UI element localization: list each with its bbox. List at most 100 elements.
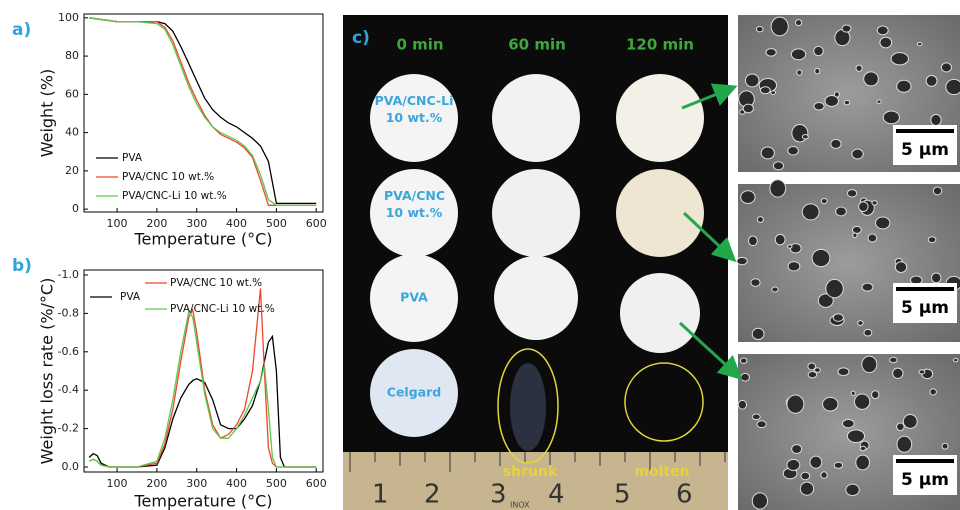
sample-label: PVA/CNC 10 wt.% (384, 188, 446, 220)
pore (790, 48, 807, 61)
pore (799, 481, 815, 496)
pore (841, 24, 852, 33)
pore (833, 461, 844, 469)
pore (902, 414, 918, 429)
ruler-number: 1 (372, 480, 389, 510)
x-tick-label: 200 (146, 477, 167, 490)
pore (787, 261, 801, 272)
sample-disc (370, 254, 458, 342)
sample-disc (616, 169, 704, 257)
pore (890, 52, 909, 66)
pore (801, 134, 809, 140)
sem-panel: 5 µm 5 µm 5 µm (736, 15, 960, 510)
pore (787, 146, 799, 156)
pore (953, 357, 959, 363)
pore (858, 201, 869, 212)
ruler-ticks (349, 452, 726, 472)
pore (879, 36, 893, 49)
pore (786, 458, 801, 471)
pore (791, 444, 803, 454)
legend-label: PVA/CNC 10 wt.% (122, 171, 214, 183)
sample-disc (370, 349, 458, 437)
y-tick-label: 0.0 (62, 460, 80, 473)
pore (835, 206, 847, 217)
y-tick-label: 60 (65, 87, 79, 100)
highlight-ellipse (497, 348, 559, 464)
sample-label-box: PVA/CNC-Li 10 wt.% (375, 93, 454, 125)
pore (930, 272, 942, 284)
pore (807, 370, 818, 379)
legend-label: PVA (120, 291, 141, 303)
x-tick-label: 200 (146, 217, 167, 230)
legend-label: PVA/CNC-Li 10 wt.% (170, 303, 275, 315)
pore (737, 399, 748, 410)
pore (751, 492, 768, 510)
pore (925, 75, 938, 87)
time-label: 0 min (396, 36, 443, 54)
panel-label: b) (12, 256, 32, 276)
pore (740, 190, 756, 204)
x-tick-label: 300 (186, 477, 207, 490)
pore (796, 69, 803, 76)
y-tick-label: 20 (65, 164, 79, 177)
ruler-number: 3 (490, 480, 507, 510)
scale-bar: 5 µm (893, 125, 957, 165)
pore (751, 327, 765, 341)
x-tick-label: 100 (107, 477, 128, 490)
y-axis-title: Weight (%) (38, 69, 57, 158)
y-tick-label: -0.8 (58, 306, 79, 319)
scale-bar: 5 µm (893, 283, 957, 323)
x-tick-label: 500 (266, 217, 287, 230)
y-axis-title: Weight loss rate (%/°C) (38, 278, 57, 465)
pore (830, 138, 842, 149)
sample-label: PVA (400, 290, 428, 305)
y-tick-label: -0.4 (58, 383, 79, 396)
pore (811, 248, 831, 268)
pore (765, 48, 777, 57)
x-tick-label: 500 (266, 477, 287, 490)
sample-disc (494, 256, 578, 340)
pore (817, 293, 834, 308)
legend-label: PVA (122, 152, 143, 164)
pore (736, 256, 748, 266)
pore (837, 367, 850, 377)
pore (846, 429, 866, 443)
pore (863, 71, 879, 87)
pore (800, 471, 811, 481)
pore (801, 203, 820, 221)
panel-label: c) (352, 28, 370, 48)
pore (889, 356, 898, 364)
pore (756, 216, 764, 223)
pore (896, 435, 913, 453)
pore (876, 25, 889, 36)
x-axis-title: Temperature (°C) (133, 492, 272, 510)
pore (867, 233, 878, 243)
x-tick-label: 300 (186, 217, 207, 230)
y-tick-label: -0.2 (58, 422, 79, 435)
pore (759, 86, 771, 95)
series-line (88, 334, 317, 468)
x-axis-title: Temperature (°C) (133, 230, 272, 249)
pore (774, 233, 786, 246)
sample-disc (492, 74, 580, 162)
time-label: 120 min (626, 36, 694, 54)
y-tick-label: 0 (72, 202, 79, 215)
pore (739, 357, 748, 364)
pore (851, 148, 864, 160)
note-label: molten (634, 464, 689, 480)
pore (824, 95, 839, 107)
pore (846, 189, 858, 198)
pore (751, 413, 761, 421)
pore (875, 216, 891, 230)
pore (770, 16, 789, 37)
x-tick-label: 100 (107, 217, 128, 230)
pore (859, 445, 867, 452)
scale-label: 5 µm (901, 470, 949, 490)
pore (786, 394, 805, 414)
sample-disc (620, 273, 700, 353)
pore (814, 67, 821, 75)
pore (795, 19, 803, 27)
pore (822, 396, 839, 412)
shrunk-sample (510, 363, 546, 451)
sample-disc (370, 74, 458, 162)
